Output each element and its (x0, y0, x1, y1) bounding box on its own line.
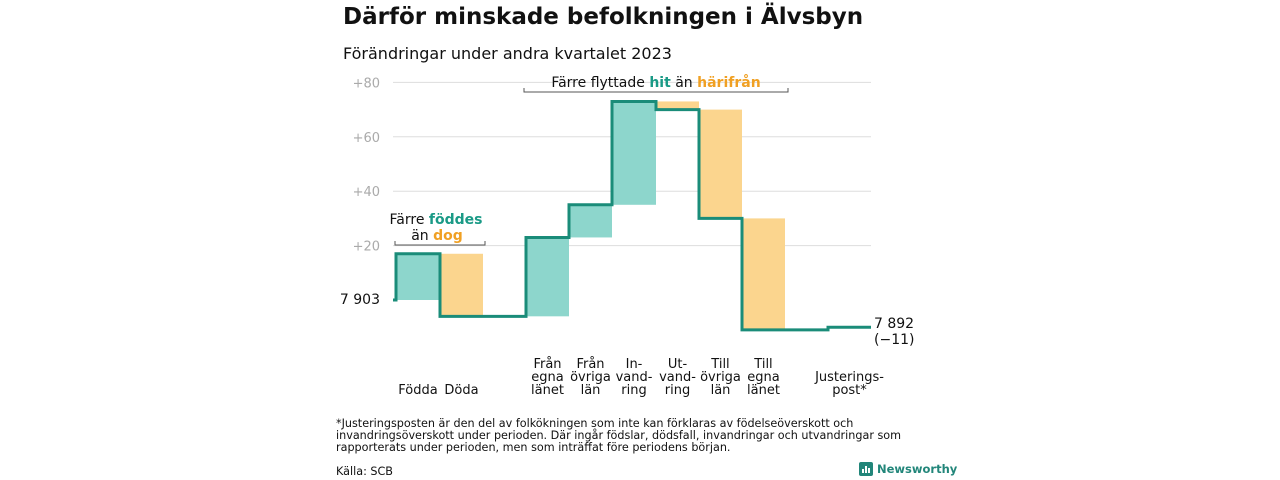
y-tick-label: +60 (353, 131, 380, 146)
bars (396, 101, 785, 330)
bar (742, 218, 785, 330)
category-label: ring (621, 383, 646, 398)
brand: Newsworthy (859, 462, 957, 476)
source-credit: Källa: SCB (336, 465, 393, 478)
y-tick-labels: +20 +40 +60 +80 (353, 76, 380, 254)
bar (526, 237, 569, 317)
category-label: Ut- (668, 357, 688, 372)
trend-line (393, 99, 871, 332)
category-label: post* (832, 383, 867, 398)
y-tick-label: +80 (353, 76, 380, 91)
bar (699, 109, 742, 219)
category-label: län (711, 383, 731, 398)
category-label: övriga (700, 370, 741, 385)
birth-annotation-line2: än dog (411, 228, 463, 244)
footnote: *Justeringsposten är den del av folkökni… (336, 417, 902, 454)
newsworthy-logo-icon (859, 462, 873, 476)
bar (612, 101, 656, 205)
category-label: vand- (659, 370, 696, 385)
category-label: Till (710, 357, 729, 372)
category-label: ring (665, 383, 690, 398)
bar (396, 253, 440, 300)
category-label: övriga (570, 370, 611, 385)
category-label: In- (626, 357, 643, 372)
category-label: egna (531, 370, 563, 385)
category-labels: Födda DödaFrånegnalänetFrånövrigalänIn-va… (398, 357, 884, 398)
category-label: Från (576, 357, 604, 372)
category-label: vand- (616, 370, 653, 385)
page-title: Därför minskade befolkningen i Älvsbyn (343, 4, 864, 30)
bar (656, 101, 699, 110)
category-label: länet (531, 383, 564, 398)
bar (440, 253, 483, 317)
end-value-label: 7 892 (874, 316, 914, 332)
category-label: Födda (398, 383, 437, 398)
y-tick-label: +40 (353, 185, 380, 200)
start-value-label: 7 903 (340, 292, 380, 308)
migration-annotation-bracket (523, 88, 789, 93)
running-total-line (393, 99, 871, 332)
bar (569, 204, 612, 238)
migration-annotation: Färre flyttade hit än härifrån (551, 74, 760, 91)
brand-name: Newsworthy (877, 462, 958, 476)
category-label: län (581, 383, 601, 398)
category-label: Från (533, 357, 561, 372)
category-label: länet (747, 383, 780, 398)
end-change-label: (−11) (874, 332, 914, 348)
category-label: Till (753, 357, 772, 372)
category-label: Justerings- (814, 370, 884, 385)
category-label: Döda (444, 383, 478, 398)
page-subtitle: Förändringar under andra kvartalet 2023 (343, 44, 672, 63)
waterfall-chart: +20+40+60+80 Födda DödaFrånegnalänetFrånö… (340, 74, 915, 398)
birth-annotation-bracket (394, 241, 486, 246)
birth-annotation-line1: Färre föddes (390, 212, 483, 228)
y-tick-label: +20 (353, 240, 380, 255)
category-label: egna (747, 370, 779, 385)
